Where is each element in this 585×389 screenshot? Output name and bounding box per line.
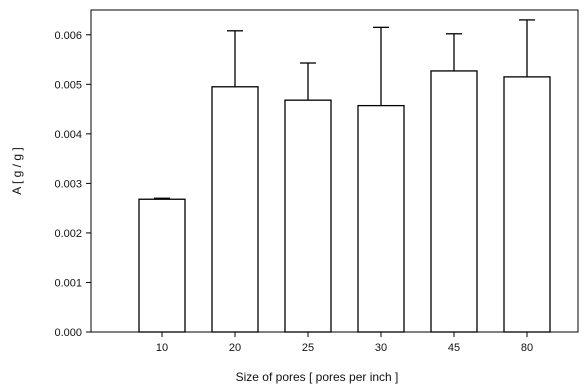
y-axis-title: A [ g / g ] xyxy=(10,147,24,194)
plot-frame xyxy=(90,9,579,333)
y-tick-label: 0.006 xyxy=(54,30,82,42)
y-axis: 0.000 0.001 0.002 0.003 0.004 0.005 0.006 xyxy=(54,30,91,339)
bar-30 xyxy=(357,104,405,333)
bar-25 xyxy=(284,99,332,333)
x-tick-label: 10 xyxy=(156,342,168,354)
x-tick-label: 80 xyxy=(521,342,533,354)
y-tick-label: 0.000 xyxy=(54,327,82,339)
x-tick-label: 30 xyxy=(375,342,387,354)
x-tick-label: 20 xyxy=(229,342,241,354)
y-tick-label: 0.003 xyxy=(54,178,82,190)
y-tick-label: 0.001 xyxy=(54,277,82,289)
y-tick-label: 0.005 xyxy=(54,79,82,91)
bars-group xyxy=(138,19,551,333)
bar-10 xyxy=(138,198,186,333)
bar-20 xyxy=(211,86,259,333)
y-tick-label: 0.004 xyxy=(54,129,82,141)
plot-border xyxy=(90,9,579,333)
x-axis: 10 20 25 30 45 80 xyxy=(156,332,533,354)
bar-45 xyxy=(430,70,478,333)
x-tick-label: 45 xyxy=(448,342,460,354)
x-axis-title: Size of pores [ pores per inch ] xyxy=(236,370,399,384)
y-tick-label: 0.002 xyxy=(54,228,82,240)
x-tick-label: 25 xyxy=(302,342,314,354)
bar-80 xyxy=(503,76,551,333)
